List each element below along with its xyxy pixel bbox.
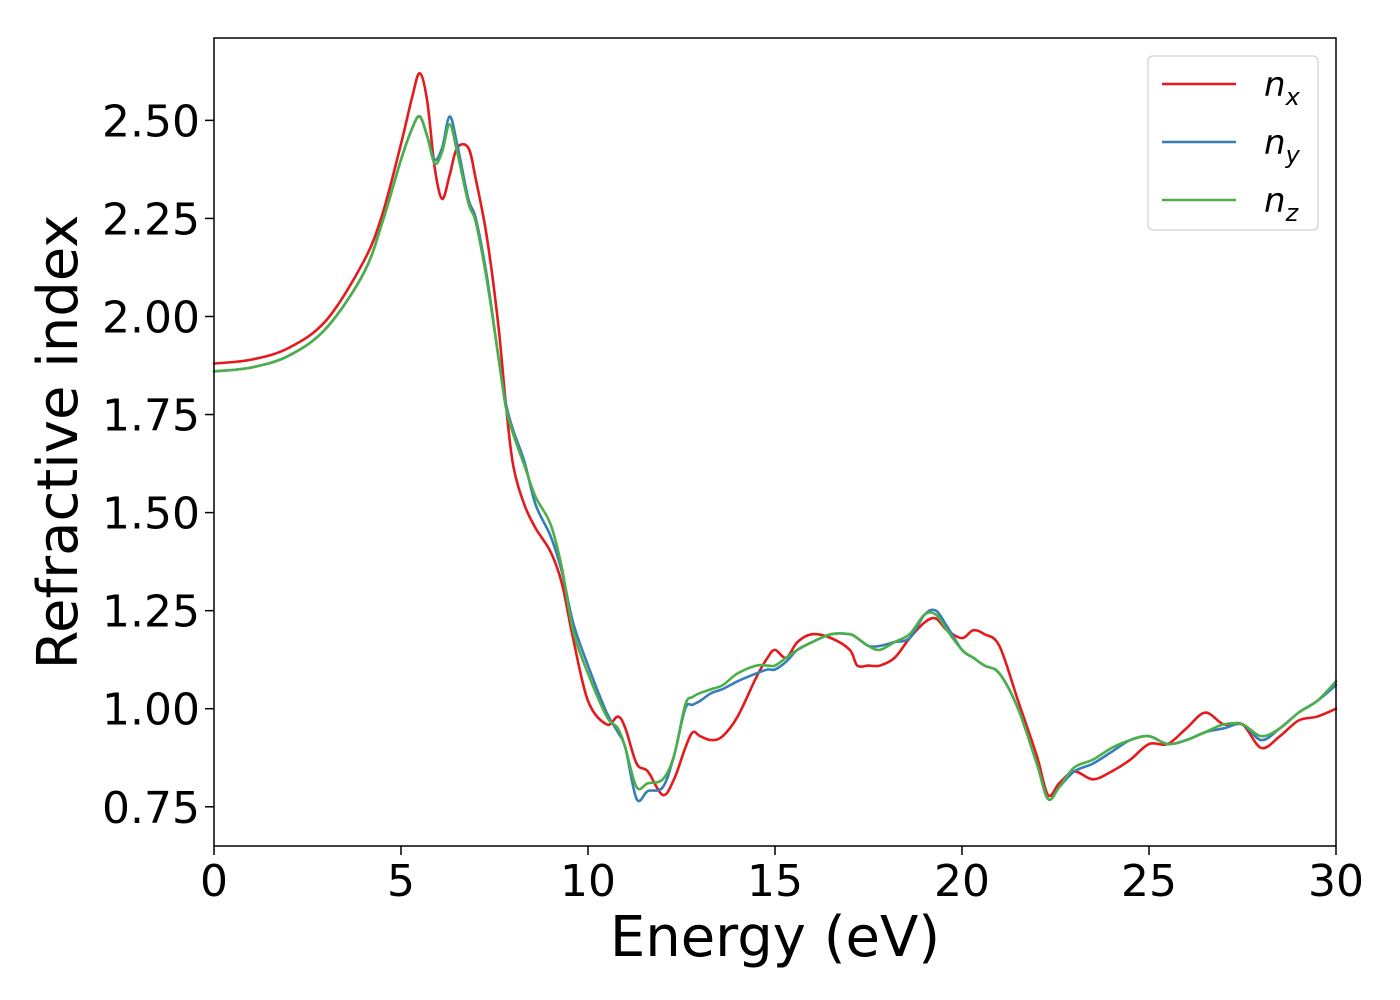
x-tick-label: 0: [200, 856, 228, 907]
y-tick-label: 2.50: [102, 96, 200, 147]
y-tick-label: 2.00: [102, 292, 200, 343]
y-tick-label: 1.25: [102, 587, 200, 638]
x-axis-label: Energy (eV): [610, 905, 940, 970]
y-axis-ticks: 0.75 1.00 1.25 1.50 1.75 2.00 2.25 2.50: [102, 96, 214, 834]
y-tick-label: 2.25: [102, 194, 200, 245]
x-tick-label: 10: [560, 856, 616, 907]
y-tick-label: 1.75: [102, 391, 200, 442]
series-layer: [212, 72, 1338, 803]
y-axis-label: Refractive index: [26, 215, 91, 670]
legend-label-y: ny: [1264, 123, 1301, 169]
x-tick-label: 20: [934, 856, 990, 907]
x-tick-label: 5: [387, 856, 415, 907]
x-tick-label: 25: [1121, 856, 1177, 907]
series-line-y: [212, 114, 1338, 803]
y-tick-label: 1.50: [102, 489, 200, 540]
legend: nx ny nz: [1147, 55, 1319, 231]
series-line-x: [212, 72, 1338, 798]
y-tick-label: 0.75: [102, 783, 200, 834]
legend-label-x: nx: [1264, 65, 1301, 111]
x-tick-label: 30: [1308, 856, 1364, 907]
y-tick-label: 1.00: [102, 685, 200, 736]
series-line-z: [212, 114, 1338, 802]
x-tick-label: 15: [747, 856, 803, 907]
x-axis-ticks: 0 5 10 15 20 25 30: [200, 846, 1364, 907]
legend-label-z: nz: [1264, 181, 1300, 227]
